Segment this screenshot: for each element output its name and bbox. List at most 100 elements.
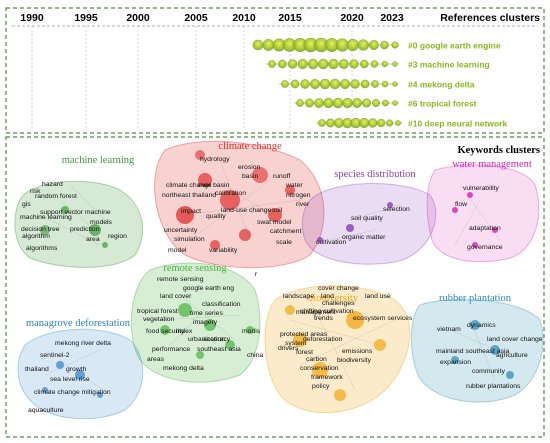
keyword-label: erosion: [238, 164, 261, 171]
keyword-label: system: [285, 340, 307, 347]
stray-label: r: [255, 271, 258, 278]
keyword-label: water: [285, 182, 303, 189]
keywords-panel-border: [5, 136, 545, 438]
reference-bubble: [349, 59, 359, 69]
cluster-title-rubber-plantation: rubber plantation: [439, 293, 512, 304]
machine-learning-hull: [14, 180, 144, 268]
reference-bubble: [392, 81, 398, 87]
keyword-label: land cover change: [487, 336, 543, 343]
keyword-label: land-use change: [221, 207, 271, 214]
keyword-label: agriculture: [496, 352, 528, 359]
keyword-label: climate change: [166, 182, 212, 189]
reference-bubble: [359, 117, 370, 128]
keyword-label: basin: [242, 173, 258, 180]
keyword-label: vegetation: [143, 316, 175, 323]
reference-bubble: [277, 59, 287, 69]
reference-bubble: [340, 78, 351, 89]
year-label-2023: 2023: [380, 12, 404, 24]
keyword-label: shifting cultivation: [300, 308, 354, 315]
keywords-panel: Keywords clusters: [5, 136, 545, 438]
reference-bubble: [307, 58, 319, 70]
keyword-label: selection: [383, 206, 410, 213]
keyword-label: conservation: [300, 365, 339, 372]
reference-bubble: [392, 100, 398, 106]
reference-bubble: [368, 118, 378, 128]
water-management-hull: [426, 164, 540, 263]
cluster-title-climate-change: climate change: [218, 141, 282, 152]
keyword-label: calibration: [215, 190, 246, 197]
keyword-label: variability: [209, 247, 238, 254]
cluster-title-mangrove-deforestation: managrove deforestation: [26, 318, 131, 329]
reference-bubble: [338, 59, 349, 69]
keyword-labels: hydrology erosion basin runoff climate chang…: [20, 156, 543, 414]
reference-bubble: [386, 119, 394, 127]
reference-cluster-label: #3 machine learning: [408, 60, 490, 70]
reference-bubble: [323, 97, 334, 109]
keyword-label: sentinel-2: [40, 352, 70, 359]
reference-bubble: [319, 78, 331, 90]
keyword-label: uncertainty: [164, 227, 198, 234]
year-label-1995: 1995: [74, 12, 98, 24]
year-label-1990: 1990: [20, 12, 44, 24]
reference-bubble: [325, 118, 335, 128]
reference-bubble: [329, 78, 341, 90]
keyword-label: land cover: [160, 293, 192, 300]
keyword-label: challenges: [322, 300, 355, 307]
keyword-label: modis: [242, 328, 261, 335]
keyword-label: mekong delta: [163, 365, 204, 372]
keyword-label: simulation: [174, 236, 205, 243]
keyword-label: urbanization: [188, 336, 225, 343]
reference-cluster-label: #4 mekong delta: [408, 80, 475, 90]
keyword-label: management: [296, 309, 336, 316]
reference-bubble: [305, 98, 314, 108]
reference-bubble: [381, 80, 389, 88]
keyword-label: trends: [314, 315, 333, 322]
keyword-label: cultivation: [316, 239, 346, 246]
keyword-label: scale: [276, 239, 292, 246]
reference-cluster-labels: #0 google earth engine #3 machine learnin…: [408, 41, 507, 129]
keyword-label: forest: [296, 349, 313, 356]
reference-bubble: [391, 41, 399, 49]
keyword-label: organic matter: [342, 234, 386, 241]
keyword-label: area: [86, 236, 100, 243]
year-label-2000: 2000: [126, 12, 150, 24]
reference-bubble: [352, 98, 362, 108]
keyword-label: impact: [181, 208, 201, 215]
reference-bubble: [368, 40, 379, 50]
keyword-label: drivers: [278, 345, 299, 352]
keyword-label: growth: [66, 366, 87, 373]
reference-bubble: [342, 97, 353, 109]
keyword-label: accuracy: [203, 336, 231, 343]
references-panel-border: [5, 7, 545, 134]
keyword-label: rubber plantations: [466, 383, 521, 390]
reference-bubble: [370, 60, 379, 68]
cluster-title-remote-sensing: remote sensing: [163, 263, 227, 274]
keyword-label: performance: [152, 346, 190, 353]
keyword-label: time series: [190, 310, 223, 317]
references-panel: 1990 1995 2000 2005 2010 2015 2020 2023 Referen…: [5, 7, 545, 134]
reference-bubble: [268, 60, 276, 68]
keyword-label: cover change: [318, 285, 359, 292]
species-distribution-hull: [301, 183, 437, 265]
keyword-label: emissions: [342, 348, 373, 355]
keyword-label: tropical forest: [137, 308, 178, 315]
climate-change-hull: [154, 140, 325, 269]
keyword-label: land use: [365, 293, 391, 300]
keyword-label: climate change mitigation: [34, 389, 111, 396]
reference-bubble: [314, 98, 324, 108]
keyword-label: prediction: [70, 226, 100, 233]
keyword-label: areas: [147, 356, 165, 363]
reference-bubble: [382, 99, 389, 107]
reference-bubble: [332, 97, 344, 109]
keyword-label: deforestation: [303, 336, 343, 343]
reference-bubble: [318, 58, 329, 70]
keyword-label: hazard: [42, 181, 63, 188]
keyword-label: catchment: [270, 228, 301, 235]
reference-bubble: [360, 59, 369, 69]
reference-bubble: [318, 119, 326, 127]
keyword-label: framework: [311, 374, 343, 381]
cluster-title-species-distribution: species distribution: [334, 169, 416, 180]
keyword-label: imagery: [193, 319, 218, 326]
reference-bubble: [350, 79, 360, 89]
